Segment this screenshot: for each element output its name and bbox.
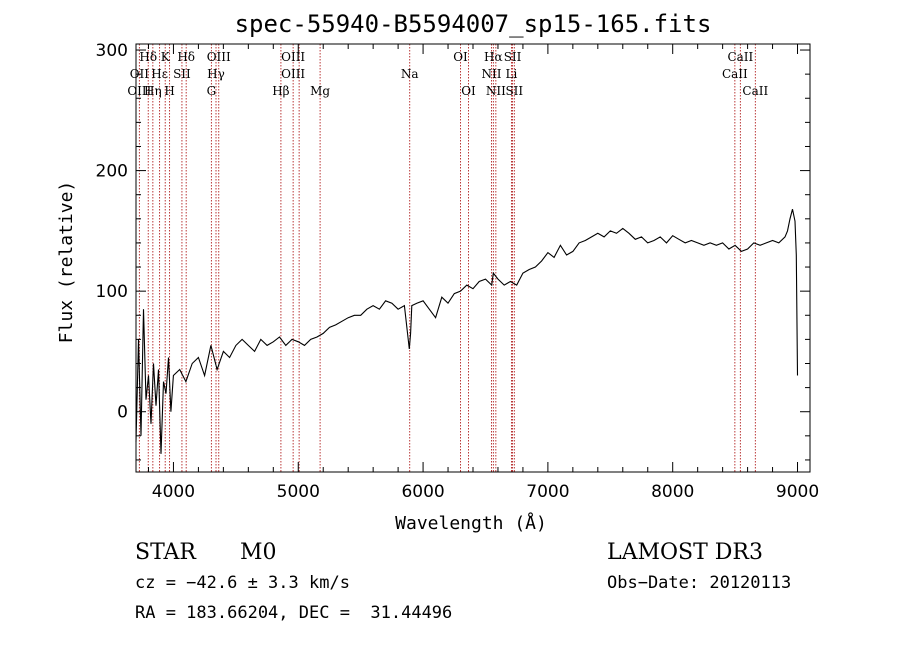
emission-line-label: SII <box>505 84 523 98</box>
emission-line-label: K <box>161 50 171 64</box>
x-tick-label: 5000 <box>277 482 320 502</box>
x-tick-label: 8000 <box>651 482 694 502</box>
coordinates: RA = 183.66204, DEC = 31.44496 <box>135 603 453 623</box>
emission-line-label: Hα <box>484 50 503 64</box>
emission-line-label: Hβ <box>272 84 289 98</box>
y-tick-label: 0 <box>117 403 128 423</box>
axis-ticks: 4000 5000 6000 7000 8000 9000 0 100 200 300 <box>96 41 820 502</box>
emission-line-label: NII <box>486 84 506 98</box>
subclass: M0 <box>240 540 277 565</box>
obs-date: Obs−Date: 20120113 <box>607 573 792 593</box>
emission-line-label: Hδ <box>177 50 195 64</box>
emission-line-label: OIII <box>127 84 151 98</box>
emission-line-label: CaII <box>727 50 753 64</box>
spectrum-line <box>135 209 799 454</box>
emission-line-label: Hγ <box>207 67 225 81</box>
redshift-cz: cz = −42.6 ± 3.3 km/s <box>135 573 350 593</box>
x-tick-label: 6000 <box>401 482 444 502</box>
emission-line-label: OIII <box>281 50 305 64</box>
emission-line-label: OI <box>453 50 468 64</box>
emission-line-label: CaII <box>742 84 768 98</box>
y-axis-label: Flux (relative) <box>56 181 77 344</box>
emission-line-label: Hδ <box>139 50 157 64</box>
survey-name: LAMOST DR3 <box>607 540 763 565</box>
emission-line-label: Na <box>401 67 419 81</box>
emission-line-label: OIII <box>207 50 231 64</box>
emission-line-label: OIII <box>281 67 305 81</box>
emission-line-label: CaII <box>722 67 748 81</box>
x-tick-label: 4000 <box>152 482 195 502</box>
emission-line-label: G <box>207 84 217 98</box>
plot-frame <box>135 43 811 473</box>
emission-line-label: Hε <box>151 67 168 81</box>
y-tick-label: 300 <box>96 41 128 61</box>
emission-line-label: OI <box>461 84 476 98</box>
chart-title: spec-55940-B5594007_sp15-165.fits <box>235 10 712 38</box>
x-axis-label: Wavelength (Å) <box>395 512 547 534</box>
y-tick-label: 200 <box>96 162 128 182</box>
x-tick-label: 9000 <box>776 482 819 502</box>
emission-line-label: NII <box>481 67 501 81</box>
x-tick-label: 7000 <box>526 482 569 502</box>
emission-line-label: Hη <box>144 84 162 98</box>
emission-line-label: Mg <box>310 84 330 98</box>
y-tick-label: 100 <box>96 282 128 302</box>
emission-line-label: SII <box>173 67 191 81</box>
emission-line-label: SII <box>504 50 522 64</box>
emission-line-label: H <box>164 84 174 98</box>
emission-line-markers <box>138 44 756 472</box>
emission-line-label: Li <box>506 67 518 81</box>
object-class: STAR <box>135 540 196 565</box>
